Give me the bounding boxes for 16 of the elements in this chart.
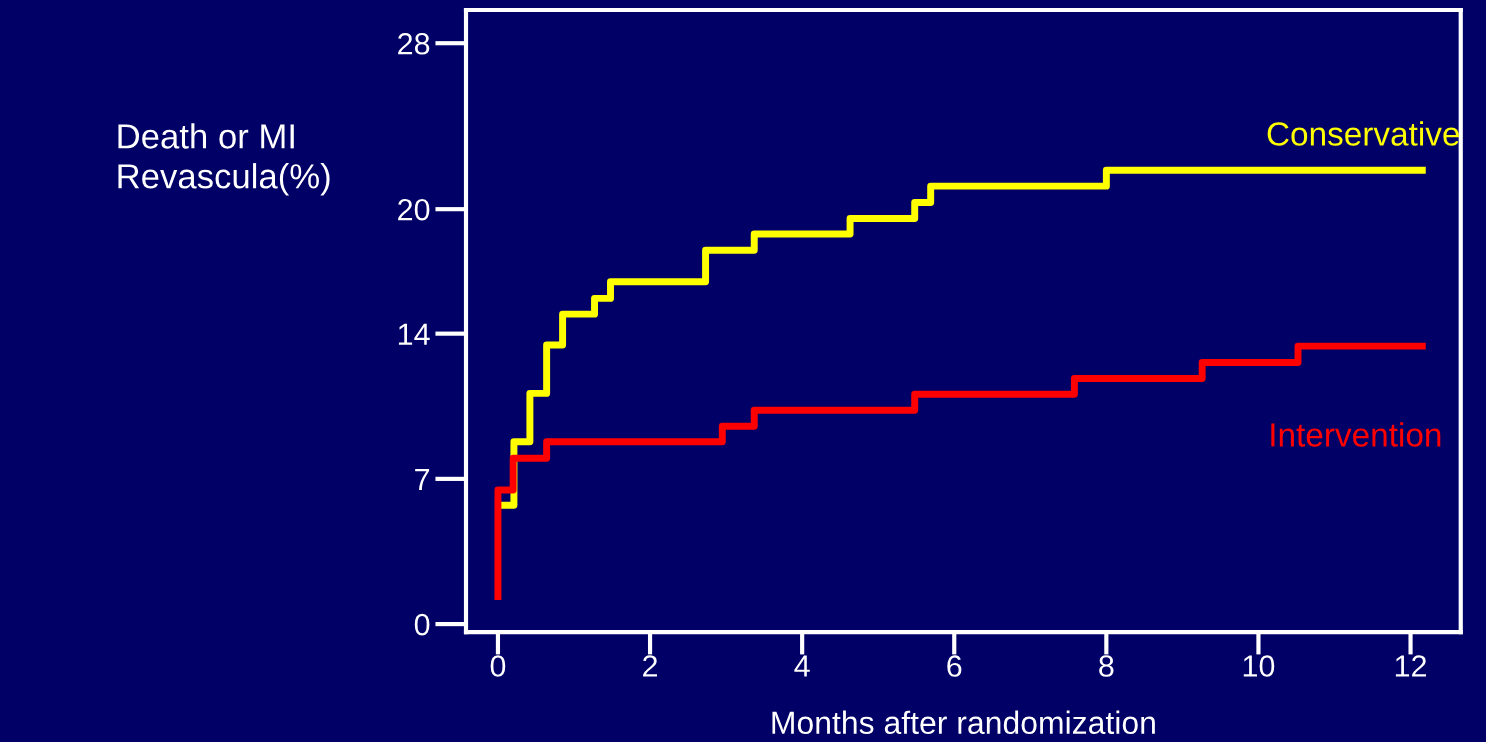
y-axis-title: Death or MI Revascula(%) [118,123,330,196]
x-tick-label: 8 [1099,655,1114,677]
x-tick-label: 0 [490,655,506,677]
y-tick-label: 0 [414,613,430,636]
y-tick-label: 14 [398,323,430,345]
x-tick-label: 12 [1395,655,1427,677]
x-tick-label: 4 [794,655,810,677]
x-tick-label: 2 [643,655,658,677]
x-axis-title: Months after randomization [772,710,1155,735]
series-label: Conservative [1267,121,1460,146]
y-tick-label: 28 [398,32,430,55]
x-tick-label: 10 [1243,655,1275,677]
series-label: Intervention [1271,422,1441,447]
y-tick-label: 7 [415,468,430,490]
x-tick-label: 6 [947,655,962,677]
y-tick-label: 20 [398,198,430,221]
